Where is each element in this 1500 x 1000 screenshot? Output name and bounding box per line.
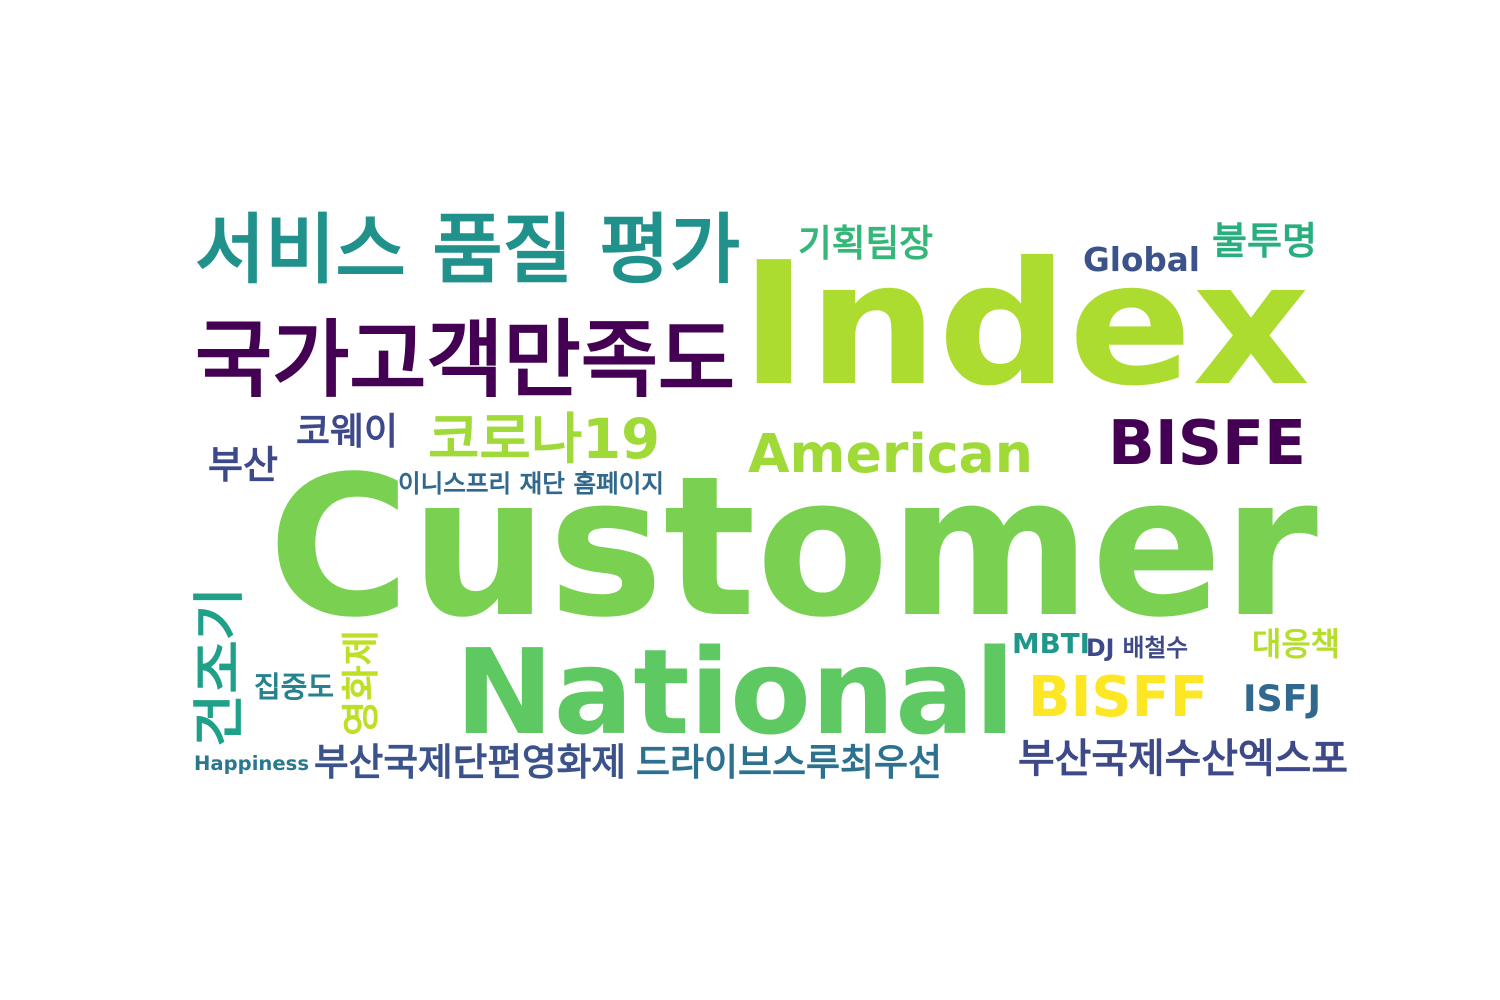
word-customer: Customer <box>268 433 1318 660</box>
word-opaque: 불투명 <box>1212 219 1317 263</box>
word-bisff: BISFF <box>1028 665 1208 731</box>
word-national: National <box>455 624 1015 762</box>
word-film-fest: 영화제 <box>339 630 383 736</box>
word-biff-short: 부산국제단편영화제 <box>314 740 626 785</box>
word-happiness: Happiness <box>194 752 309 776</box>
word-service-quality: 서비스 품질 평가 <box>195 205 740 295</box>
word-mbti: MBTI <box>1012 627 1090 661</box>
word-drive-thru: 드라이브스루최우선 <box>636 740 942 784</box>
word-ncsi: 국가고객만족도 <box>195 311 735 410</box>
word-planning-lead: 기획팀장 <box>798 221 933 265</box>
word-bisfe: BISFE <box>1108 407 1306 479</box>
word-cowei: 코웨이 <box>296 409 398 453</box>
word-response: 대응책 <box>1252 625 1340 664</box>
word-corona: 코로나19 <box>428 407 660 471</box>
word-busan: 부산 <box>208 443 278 487</box>
word-fisheries-expo: 부산국제수산엑스포 <box>1018 736 1348 783</box>
word-innisfree: 이니스프리 재단 홈페이지 <box>398 468 664 498</box>
word-concentration: 집중도 <box>254 669 334 704</box>
word-index: Index <box>740 226 1310 424</box>
word-global: Global <box>1083 240 1200 279</box>
word-american: American <box>748 421 1033 485</box>
word-early: 건조기 <box>190 587 250 747</box>
word-dj: DJ 배철수 <box>1086 634 1188 663</box>
word-isfj: ISFJ <box>1243 676 1321 720</box>
